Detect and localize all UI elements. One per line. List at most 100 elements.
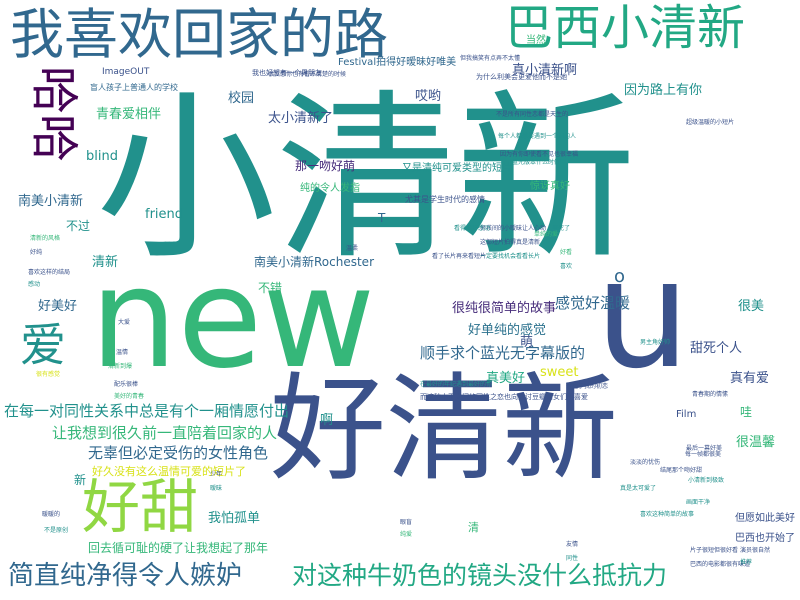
word: 好美好	[38, 299, 78, 314]
word: 同性	[566, 555, 579, 562]
word: 好纯	[30, 249, 43, 256]
word: 巴西小清新	[505, 0, 746, 56]
word: 少年	[210, 471, 223, 478]
word: 这部短片拍得真是清新	[480, 239, 541, 246]
word: 哇	[740, 405, 753, 419]
word: 那一吻好萌	[295, 159, 356, 173]
word: 很纯很简单的故事	[452, 301, 557, 316]
word: 顺手求个蓝光无字幕版的	[420, 344, 586, 362]
word: 甜死个人	[690, 341, 743, 356]
word: 但我搞笑有点弄不太懂	[460, 55, 521, 62]
word: 最后一幕好美	[686, 445, 723, 452]
word: 感觉好温暖	[555, 294, 631, 312]
word: 惊讶真好	[530, 181, 570, 192]
word: 每一帧都很美	[685, 451, 722, 458]
word: 推荐	[740, 559, 753, 566]
word: T	[378, 211, 386, 225]
word: 好清新	[270, 362, 618, 497]
word: 温柔	[346, 245, 359, 252]
word: 萌死了	[552, 225, 571, 232]
word: 不是原创	[44, 527, 69, 534]
word: 巴西也开始了	[735, 533, 795, 544]
word: u	[595, 228, 691, 402]
word: 很美	[738, 299, 765, 314]
word: 淡淡的忧伤	[630, 459, 661, 466]
word: 超级温暖的小短片	[686, 119, 735, 126]
word: 清新	[92, 255, 119, 270]
word: 在最好的年纪遇到最好的你	[420, 381, 493, 388]
word: 萌	[520, 335, 534, 350]
word: Film	[676, 409, 697, 420]
word: 喜欢这样的结局	[28, 269, 71, 276]
word: 不是所有同性恋都是天生的	[496, 111, 569, 118]
word: 哎哟	[415, 89, 442, 104]
word: 每个人都想要遇到一个对的人	[498, 133, 577, 140]
word: 因为路上有你	[624, 83, 703, 98]
word: 喜欢这种简单的故事	[640, 511, 695, 518]
word: 太小清新了	[268, 111, 334, 126]
word: 南美小清新Rochester	[254, 255, 375, 269]
word: 配乐很棒	[114, 381, 139, 388]
word: ImageOUT	[102, 67, 150, 77]
word: 清新到爆	[108, 363, 133, 370]
word: 好甜	[82, 473, 199, 541]
word: new	[90, 238, 376, 399]
word: friend	[145, 207, 184, 222]
word: 回去循可耻的硬了让我想起了那年	[88, 541, 269, 555]
word: 简直纯净得令人嫉妒	[8, 561, 243, 591]
word: 很反感你也有看不清楚的时候	[268, 71, 347, 78]
word: 很温馨	[736, 435, 776, 450]
word: 演员很自然	[740, 547, 771, 554]
word: 真美好	[486, 371, 526, 386]
word: 喜欢	[560, 263, 573, 270]
word: 我喜欢回家的路	[10, 3, 388, 66]
word: 真有爱	[730, 371, 770, 386]
word: 在每一对同性关系中总是有个一厢情愿付出	[4, 402, 290, 420]
word: 我怕孤单	[208, 511, 261, 526]
word: 不过	[66, 219, 91, 233]
word: 眼盲	[400, 519, 413, 526]
word: 当然	[526, 35, 546, 46]
word: 爱	[20, 318, 66, 372]
word: sweet	[540, 365, 579, 380]
word: 温情	[116, 349, 129, 356]
word: 纯的令人发指	[300, 183, 360, 194]
word: 啊	[320, 413, 334, 428]
word: 又是清纯可爱类型的短片	[402, 163, 512, 174]
word: 看得我好感动	[454, 225, 491, 232]
word: 盲人孩子上普通人的学校	[90, 83, 178, 92]
word: 因为有你即使看不见也很幸福	[500, 151, 579, 158]
word: blind	[86, 149, 118, 164]
word: 小清新到极致	[688, 477, 725, 484]
word: 暖暖的	[42, 511, 61, 518]
word: 好久没有这么温情可爱的短片了	[92, 465, 246, 478]
word: 对这种牛奶色的镜头没什么抵抗力	[292, 561, 668, 590]
word: 南美小清新	[18, 194, 84, 209]
word: 让我想到很久前一直陪着回家的人	[52, 424, 278, 442]
word: 想起了我的初恋	[566, 383, 609, 390]
word: 纯爱	[400, 531, 413, 538]
word: 真是太可爱了	[620, 485, 657, 492]
word: 清新的风格	[30, 235, 61, 242]
word: 而这种小正太间的同性之恋也向来讨豆瓣腐女们的喜爱	[420, 393, 588, 401]
word: 蓝光版本什么时候出	[512, 159, 567, 166]
word: 美好的青春	[114, 393, 145, 400]
word: 画面干净	[686, 499, 711, 506]
word: Festival拍得好暧昧好唯美	[338, 57, 457, 68]
word: 巴西的电影都很有味道	[690, 561, 751, 568]
word: 好看	[560, 249, 573, 256]
word: 青春期的情愫	[692, 391, 729, 398]
word: 感动	[28, 281, 41, 288]
word: 结尾那个吻好甜	[660, 467, 703, 474]
word: 新	[74, 473, 87, 487]
word: 清	[468, 521, 479, 534]
word: o	[614, 266, 626, 287]
word: 尤其是学生时代的感情	[405, 195, 485, 204]
word: 哈哈	[26, 66, 82, 163]
word: 真小清新啊	[512, 63, 578, 78]
word: 片子很短但很好看	[690, 547, 739, 554]
word: 一定要找机会看看长片	[480, 253, 541, 260]
word: 男孩间的小暧昧让人心动	[480, 225, 547, 232]
word: 看了长片再来看短片	[432, 253, 487, 260]
